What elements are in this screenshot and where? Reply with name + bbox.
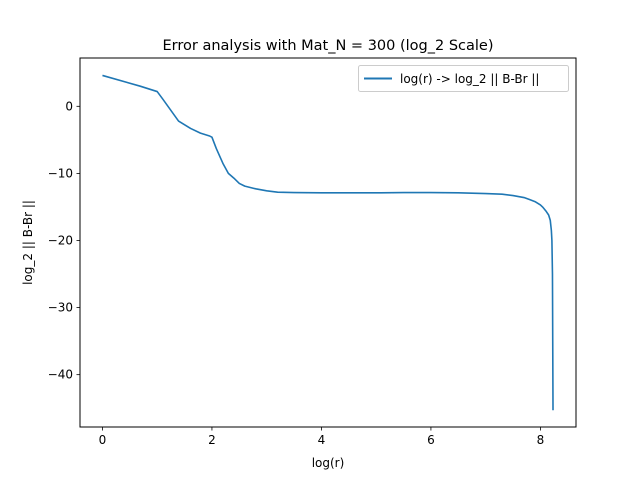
x-tick-label: 0: [99, 433, 107, 447]
y-tick-label: −10: [48, 166, 73, 180]
x-tick-label: 2: [208, 433, 216, 447]
x-tick-label: 8: [537, 433, 545, 447]
y-axis: 0 −10 −20 −30 −40: [48, 99, 80, 382]
y-axis-label: log_2 || B-Br ||: [21, 200, 35, 285]
chart-title: Error analysis with Mat_N = 300 (log_2 S…: [163, 38, 494, 54]
y-tick-label: −20: [48, 233, 73, 247]
axes-frame: [79, 57, 577, 428]
series-layer: [102, 74, 554, 411]
plot-area: [79, 57, 577, 428]
y-tick-label: 0: [65, 99, 73, 113]
x-axis-label: log(r): [312, 456, 345, 470]
legend-box: [358, 65, 569, 92]
x-tick-label: 6: [427, 433, 435, 447]
x-axis: 0 2 4 6 8: [99, 427, 545, 447]
y-tick-label: −40: [48, 368, 73, 382]
legend: log(r) -> log_2 || B-Br ||: [358, 65, 569, 92]
x-tick-label: 4: [318, 433, 326, 447]
legend-label: log(r) -> log_2 || B-Br ||: [400, 72, 539, 86]
series-line: [102, 74, 554, 411]
y-tick-label: −30: [48, 301, 73, 315]
